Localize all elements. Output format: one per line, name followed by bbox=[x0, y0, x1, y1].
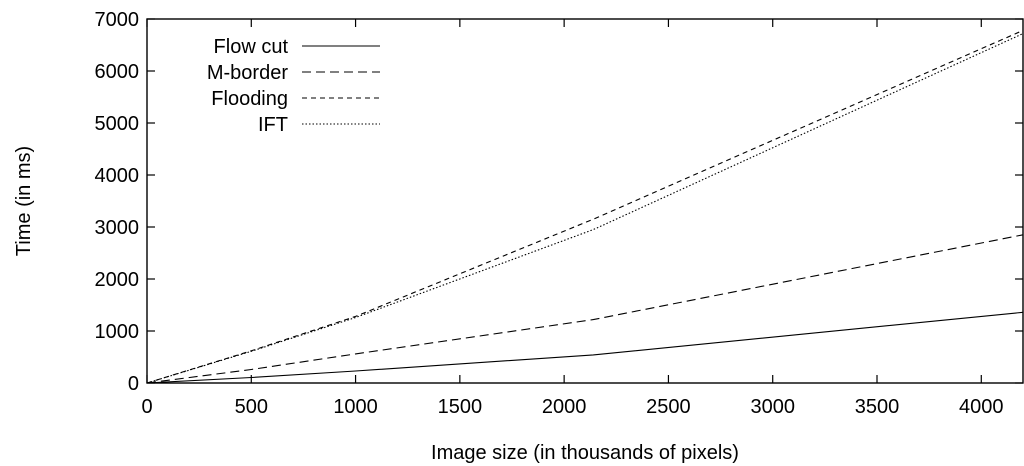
legend-label: IFT bbox=[258, 114, 288, 136]
y-tick-label: 1000 bbox=[95, 321, 140, 343]
x-tick-label: 0 bbox=[141, 396, 152, 418]
x-axis-label: Image size (in thousands of pixels) bbox=[431, 442, 739, 464]
y-tick-label: 7000 bbox=[95, 9, 140, 31]
y-tick-label: 2000 bbox=[95, 269, 140, 291]
axis-ticks: 0 500 1000 1500 2000 2500 3000 3500 4000 0 1000 200… bbox=[95, 9, 1023, 418]
plot-frame bbox=[146, 18, 1024, 384]
x-tick-label: 3500 bbox=[855, 396, 900, 418]
series-lines bbox=[146, 29, 1024, 384]
y-tick-label: 6000 bbox=[95, 61, 140, 83]
x-tick-label: 1500 bbox=[438, 396, 483, 418]
legend-label: Flow cut bbox=[214, 36, 289, 58]
series-line-flooding bbox=[146, 29, 1024, 384]
legend-label: M-border bbox=[207, 62, 288, 84]
y-tick-label: 4000 bbox=[95, 165, 140, 187]
y-tick-label: 5000 bbox=[95, 113, 140, 135]
legend-label: Flooding bbox=[211, 88, 288, 110]
series-line-m-border bbox=[146, 234, 1024, 384]
x-tick-label: 500 bbox=[235, 396, 268, 418]
y-tick-label: 0 bbox=[128, 373, 139, 395]
y-tick-label: 3000 bbox=[95, 217, 140, 239]
x-tick-label: 2500 bbox=[646, 396, 691, 418]
x-tick-label: 1000 bbox=[333, 396, 378, 418]
x-tick-label: 4000 bbox=[959, 396, 1004, 418]
plot-area-border bbox=[146, 18, 1024, 384]
x-tick-label: 3000 bbox=[750, 396, 795, 418]
series-line-flow-cut bbox=[146, 311, 1024, 384]
series-line-ift bbox=[146, 33, 1024, 384]
y-axis-label: Time (in ms) bbox=[13, 146, 35, 256]
legend: Flow cut M-border Flooding IFT bbox=[207, 36, 380, 136]
x-tick-label: 2000 bbox=[542, 396, 587, 418]
